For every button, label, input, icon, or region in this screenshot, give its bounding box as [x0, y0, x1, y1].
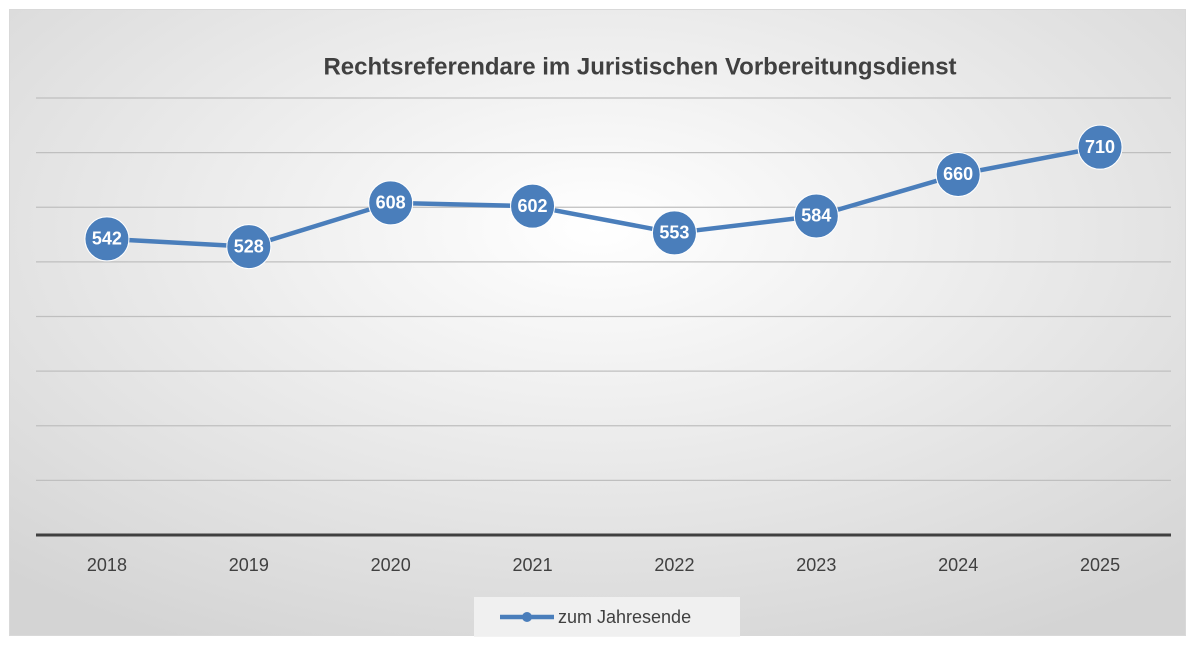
grid: 2018 2019 2020 2021 2022 2023 2024 2025 — [36, 97, 1171, 575]
x-tick-label: 2023 — [796, 555, 836, 575]
data-point — [1077, 124, 1123, 170]
data-label: 542 — [92, 229, 122, 249]
chart-title: Rechtsreferendare im Juristischen Vorber… — [323, 53, 956, 80]
data-label: 528 — [234, 236, 264, 256]
data-point — [651, 210, 697, 256]
data-label: 608 — [376, 193, 406, 213]
data-point — [935, 151, 981, 197]
data-label: 584 — [801, 206, 831, 226]
chart-area — [9, 9, 1186, 636]
legend: zum Jahresende — [500, 607, 691, 627]
plot: 542 528 608 602 553 584 660 710 — [84, 124, 1123, 270]
series-line — [106, 144, 1101, 249]
data-point — [226, 224, 272, 270]
x-tick-label: 2022 — [654, 555, 694, 575]
x-tick-label: 2018 — [87, 555, 127, 575]
x-tick-label: 2024 — [938, 555, 978, 575]
x-tick-label: 2019 — [229, 555, 269, 575]
data-label: 710 — [1085, 137, 1115, 157]
data-point — [793, 193, 839, 239]
x-tick-label: 2020 — [371, 555, 411, 575]
data-label: 553 — [659, 223, 689, 243]
legend-label: zum Jahresende — [558, 607, 691, 627]
legend-marker — [522, 612, 532, 622]
data-point — [368, 180, 414, 226]
data-point — [510, 183, 556, 229]
data-label: 660 — [943, 164, 973, 184]
data-label: 602 — [518, 196, 548, 216]
x-tick-label: 2025 — [1080, 555, 1120, 575]
x-tick-label: 2021 — [513, 555, 553, 575]
data-point — [84, 216, 130, 262]
